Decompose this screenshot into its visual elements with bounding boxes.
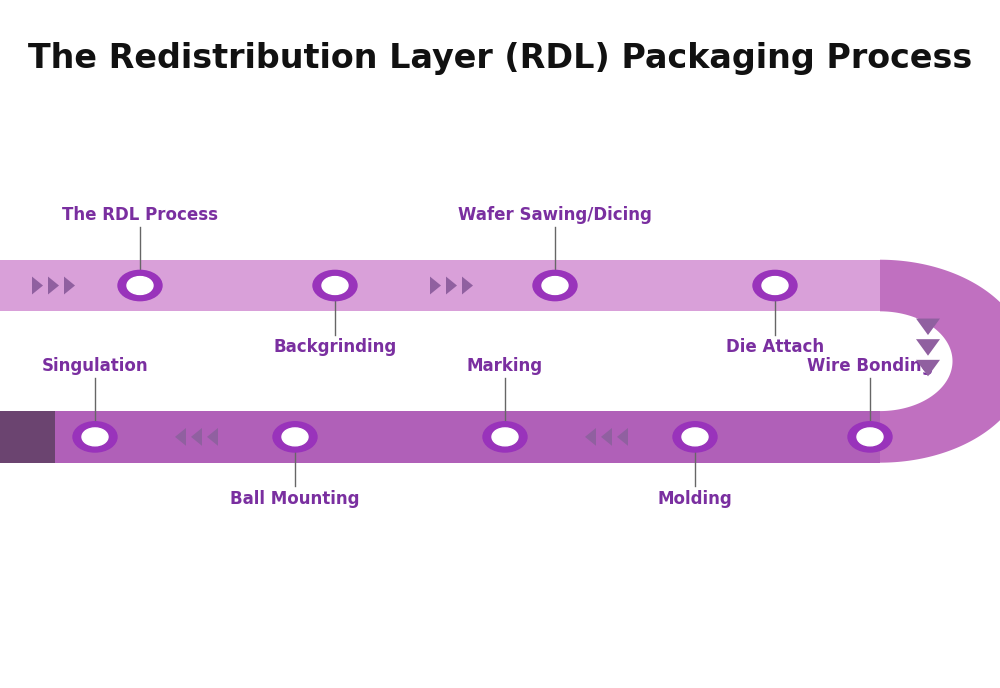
Polygon shape bbox=[64, 277, 75, 294]
Circle shape bbox=[82, 428, 108, 446]
Text: Ball Mounting: Ball Mounting bbox=[230, 490, 360, 508]
Polygon shape bbox=[462, 277, 473, 294]
Text: Singulation: Singulation bbox=[42, 357, 148, 375]
Polygon shape bbox=[207, 428, 218, 446]
Text: Wire Bonding: Wire Bonding bbox=[807, 357, 933, 375]
Text: Wafer Sawing/Dicing: Wafer Sawing/Dicing bbox=[458, 206, 652, 224]
Circle shape bbox=[682, 428, 708, 446]
Text: Die Attach: Die Attach bbox=[726, 338, 824, 356]
Circle shape bbox=[273, 422, 317, 452]
Circle shape bbox=[313, 270, 357, 301]
Polygon shape bbox=[916, 339, 940, 356]
Circle shape bbox=[542, 277, 568, 294]
Polygon shape bbox=[32, 277, 43, 294]
Polygon shape bbox=[916, 360, 940, 376]
Circle shape bbox=[753, 270, 797, 301]
Polygon shape bbox=[430, 277, 441, 294]
Text: The Redistribution Layer (RDL) Packaging Process: The Redistribution Layer (RDL) Packaging… bbox=[28, 42, 972, 75]
Text: Molding: Molding bbox=[658, 490, 732, 508]
Circle shape bbox=[533, 270, 577, 301]
Polygon shape bbox=[446, 277, 457, 294]
Polygon shape bbox=[880, 260, 1000, 462]
Bar bbox=[0, 411, 55, 462]
Circle shape bbox=[848, 422, 892, 452]
Circle shape bbox=[118, 270, 162, 301]
Circle shape bbox=[673, 422, 717, 452]
Text: Marking: Marking bbox=[467, 357, 543, 375]
Circle shape bbox=[322, 277, 348, 294]
Circle shape bbox=[127, 277, 153, 294]
Circle shape bbox=[857, 428, 883, 446]
Polygon shape bbox=[191, 428, 202, 446]
Text: The RDL Process: The RDL Process bbox=[62, 206, 218, 224]
Circle shape bbox=[492, 428, 518, 446]
Text: Backgrinding: Backgrinding bbox=[273, 338, 397, 356]
Polygon shape bbox=[48, 277, 59, 294]
Circle shape bbox=[73, 422, 117, 452]
Polygon shape bbox=[585, 428, 596, 446]
Circle shape bbox=[762, 277, 788, 294]
Circle shape bbox=[483, 422, 527, 452]
Circle shape bbox=[282, 428, 308, 446]
Polygon shape bbox=[175, 428, 186, 446]
Polygon shape bbox=[601, 428, 612, 446]
Polygon shape bbox=[617, 428, 628, 446]
Bar bbox=[0, 260, 880, 311]
Bar bbox=[55, 411, 880, 462]
Polygon shape bbox=[916, 319, 940, 335]
